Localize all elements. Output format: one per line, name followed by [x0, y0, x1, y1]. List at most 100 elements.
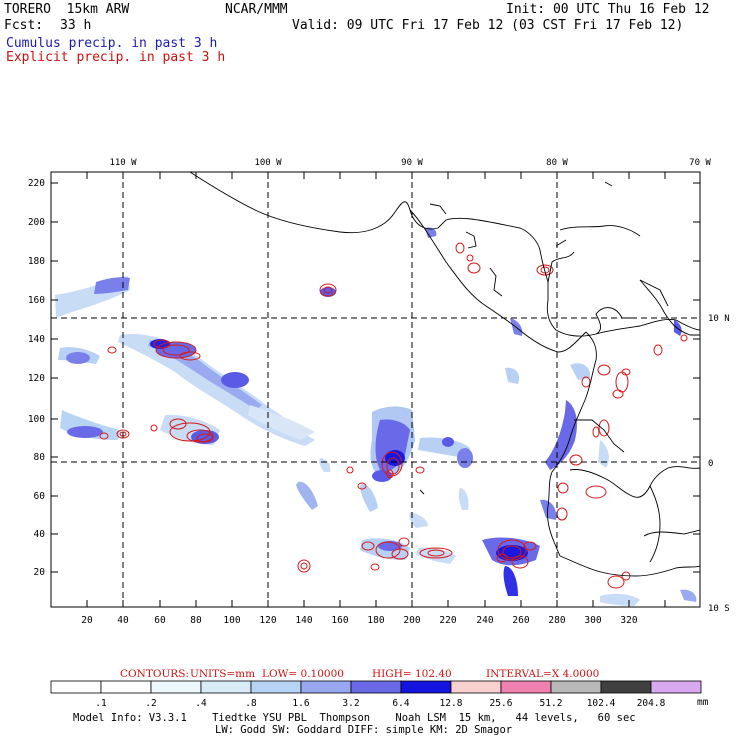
precip-patch — [680, 589, 697, 602]
x-tick-label: 20 — [81, 615, 93, 626]
lon-label: 110 W — [109, 158, 137, 168]
y-tick-label: 40 — [34, 529, 46, 540]
tick-marks — [51, 172, 700, 607]
x-tick-labels: 20 40 60 80 100 120 140 160 180 200 220 … — [81, 615, 638, 626]
precip-patch — [418, 437, 470, 458]
model-info-line1: Model Info: V3.3.1 Tiedtke YSU PBL Thomp… — [73, 712, 636, 724]
lon-label: 70 W — [689, 158, 711, 168]
color-bar-tick-label: .8 — [245, 698, 257, 709]
contour-low: LOW= 0.10000 — [262, 668, 344, 680]
y-tick-label: 100 — [28, 414, 45, 425]
x-tick-label: 160 — [331, 615, 348, 626]
contour-units: UNITS=mm — [190, 668, 255, 680]
color-bar-tick-label: 204.8 — [637, 698, 666, 709]
precip-patch — [674, 320, 682, 336]
color-bar-swatch — [50, 680, 102, 694]
precip-patch — [319, 458, 331, 472]
init-time: Init: 00 UTC Thu 16 Feb 12 — [506, 2, 710, 17]
color-bar-tick-label: 6.4 — [392, 698, 409, 709]
color-bar-swatch — [450, 680, 502, 694]
x-tick-label: 120 — [259, 615, 276, 626]
precip-patch — [67, 426, 103, 438]
color-bar-swatch — [100, 680, 152, 694]
color-bar-swatch — [350, 680, 402, 694]
color-bar-swatch — [250, 680, 302, 694]
x-tick-label: 60 — [154, 615, 166, 626]
x-tick-label: 100 — [223, 615, 240, 626]
x-tick-label: 40 — [117, 615, 129, 626]
color-bar-tick-label: .2 — [145, 698, 156, 709]
y-tick-label: 20 — [34, 567, 46, 578]
color-bar-swatch — [150, 680, 202, 694]
x-tick-label: 80 — [190, 615, 202, 626]
precip-patch — [457, 448, 473, 468]
x-tick-label: 320 — [620, 615, 637, 626]
color-bar-tick-label: 102.4 — [587, 698, 616, 709]
precip-patch — [425, 227, 437, 238]
longitude-labels: 110 W 100 W 90 W 80 W 70 W — [109, 158, 711, 168]
y-tick-labels: 20 40 60 80 100 120 140 160 180 200 220 — [28, 178, 45, 578]
precip-patch — [600, 593, 640, 606]
x-tick-label: 280 — [548, 615, 565, 626]
x-tick-label: 240 — [476, 615, 493, 626]
precip-patch — [505, 367, 520, 384]
color-bar-swatch — [600, 680, 652, 694]
lon-label: 80 W — [546, 158, 568, 168]
lon-label: 90 W — [401, 158, 423, 168]
x-tick-label: 260 — [512, 615, 529, 626]
field2-label: Explicit precip. in past 3 h — [6, 50, 226, 65]
precip-patch — [66, 352, 90, 364]
color-bar-tick-label: 25.6 — [490, 698, 513, 709]
color-bar-tick-label: 1.6 — [292, 698, 309, 709]
color-bar-tick-label: .1 — [95, 698, 107, 709]
color-bar-swatch — [550, 680, 602, 694]
fcst-label: Fcst: — [4, 18, 44, 33]
precip-patch — [598, 440, 609, 468]
precip-patch — [503, 566, 518, 596]
color-bar-swatch — [500, 680, 552, 694]
y-tick-label: 120 — [28, 373, 45, 384]
precip-cell — [496, 545, 528, 561]
precip-patch — [458, 488, 469, 510]
x-tick-label: 220 — [439, 615, 456, 626]
y-tick-label: 160 — [28, 295, 45, 306]
contour-prefix: CONTOURS: — [120, 668, 189, 680]
precip-patch — [94, 277, 130, 294]
color-bar-tick-label: 12.8 — [440, 698, 463, 709]
lat-label: 0 — [708, 459, 713, 469]
color-bar-swatch — [300, 680, 352, 694]
field1-label: Cumulus precip. in past 3 h — [6, 36, 218, 51]
precip-patch — [570, 363, 591, 380]
y-tick-label: 80 — [34, 452, 46, 463]
contour-interval: INTERVAL=X 4.0000 — [486, 668, 599, 680]
lon-label: 100 W — [254, 158, 282, 168]
precip-patch — [360, 484, 378, 512]
x-tick-label: 300 — [584, 615, 601, 626]
x-tick-label: 140 — [295, 615, 312, 626]
x-tick-label: 180 — [367, 615, 384, 626]
model-info-line2: LW: Godd SW: Goddard DIFF: simple KM: 2D… — [215, 724, 513, 736]
precip-cell — [221, 372, 249, 388]
precip-patch — [442, 437, 454, 447]
y-tick-label: 200 — [28, 217, 45, 228]
explicit-precip-contours — [99, 242, 688, 589]
y-tick-label: 60 — [34, 491, 46, 502]
precip-patch — [248, 405, 315, 440]
model-title: TORERO 15km ARW — [4, 2, 130, 17]
color-bar-swatch — [650, 680, 702, 694]
contour-info: CONTOURS: UNITS=mm LOW= 0.10000 HIGH= 10… — [120, 668, 599, 680]
color-bar-swatch — [400, 680, 452, 694]
center-label: NCAR/MMM — [225, 2, 288, 17]
color-bar-unit: mm — [697, 697, 709, 708]
valid-time: Valid: 09 UTC Fri 17 Feb 12 (03 CST Fri … — [292, 18, 684, 33]
precip-patch — [409, 512, 428, 528]
y-tick-label: 140 — [28, 334, 45, 345]
precip-patch — [296, 481, 318, 510]
color-bar-tick-label: .4 — [195, 698, 207, 709]
y-tick-label: 180 — [28, 256, 45, 267]
fcst-value: 33 h — [60, 18, 92, 33]
color-bar — [50, 680, 702, 694]
color-bar-tick-label: 3.2 — [342, 698, 359, 709]
precip-patch — [545, 400, 577, 470]
x-tick-label: 200 — [403, 615, 420, 626]
